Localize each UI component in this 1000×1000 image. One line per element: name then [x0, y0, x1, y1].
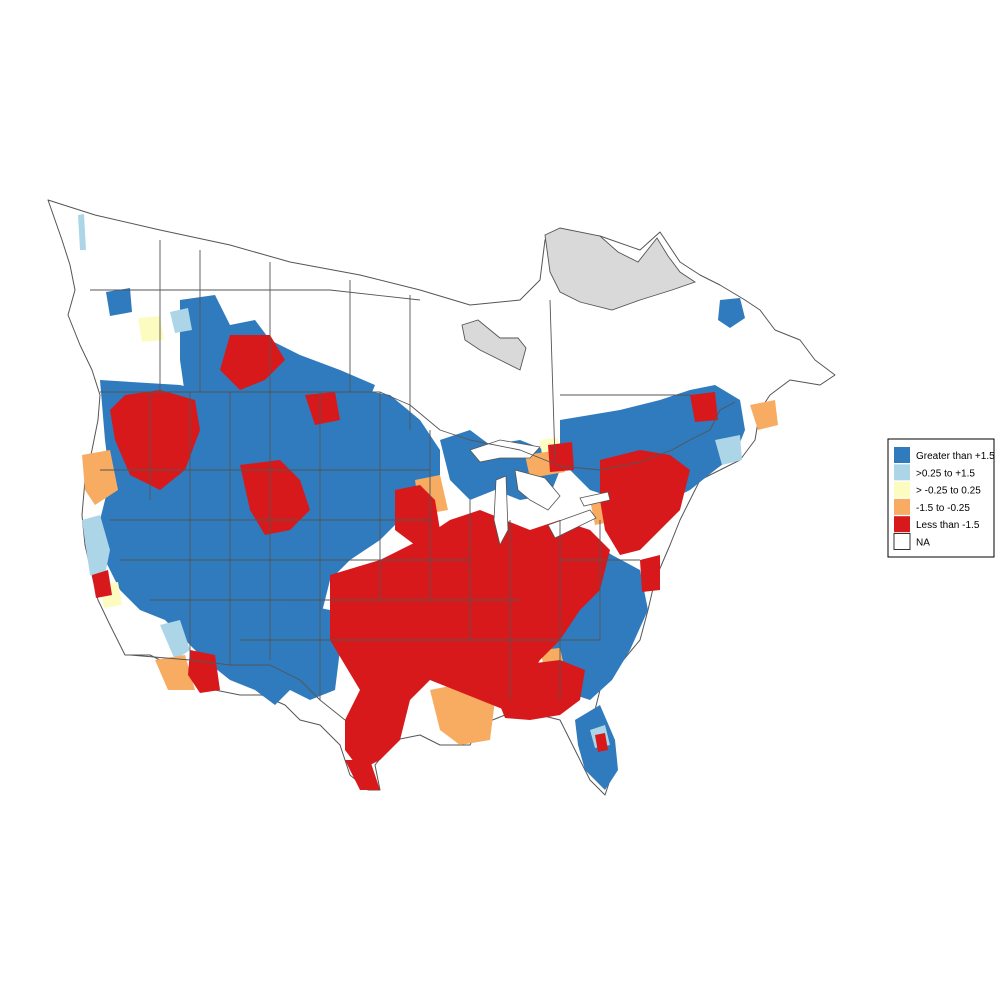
- legend-label: > -0.25 to 0.25: [916, 486, 981, 497]
- legend-label: Less than -1.5: [916, 520, 980, 531]
- legend-label: >0.25 to +1.5: [916, 468, 975, 479]
- legend-label: -1.5 to -0.25: [916, 503, 970, 514]
- trend-cells: [78, 214, 778, 790]
- legend-item: NA: [893, 533, 930, 550]
- legend-label: NA: [916, 538, 930, 549]
- legend-item: -1.5 to -0.25: [894, 498, 970, 515]
- legend-item: Less than -1.5: [894, 516, 980, 533]
- legend: Greater than +1.5 >0.25 to +1.5 > -0.25 to…: [887, 438, 995, 558]
- excluded-region-ontario-north: [461, 319, 527, 371]
- legend-item: > -0.25 to 0.25: [894, 481, 981, 498]
- legend-swatch: [894, 498, 910, 515]
- legend-swatch: [894, 481, 910, 498]
- legend-swatch: [894, 464, 910, 481]
- legend-item: >0.25 to +1.5: [894, 464, 975, 481]
- legend-swatch: [893, 533, 911, 550]
- legend-item: Greater than +1.5: [894, 447, 995, 463]
- excluded-region-quebec-north: [544, 227, 697, 311]
- legend-swatch: [894, 447, 910, 463]
- legend-swatch: [894, 516, 910, 533]
- boundaries: [90, 240, 736, 721]
- legend-label: Greater than +1.5: [916, 451, 995, 462]
